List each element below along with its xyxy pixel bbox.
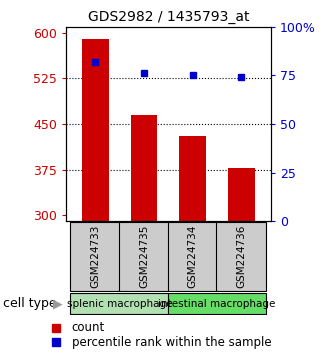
Text: count: count — [72, 321, 105, 334]
Bar — [228, 168, 255, 221]
Text: GSM224736: GSM224736 — [236, 225, 247, 289]
Text: ▶: ▶ — [53, 297, 63, 310]
Bar — [179, 136, 206, 221]
Bar — [168, 222, 218, 291]
Bar — [70, 293, 169, 314]
Bar — [168, 293, 266, 314]
Text: percentile rank within the sample: percentile rank within the sample — [72, 336, 271, 349]
Text: GSM224735: GSM224735 — [139, 225, 149, 289]
Text: intestinal macrophage: intestinal macrophage — [158, 298, 276, 309]
Title: GDS2982 / 1435793_at: GDS2982 / 1435793_at — [87, 10, 249, 24]
Bar — [216, 222, 266, 291]
Text: cell type: cell type — [3, 297, 57, 310]
Text: GSM224734: GSM224734 — [188, 225, 198, 289]
Bar — [131, 115, 157, 221]
Text: splenic macrophage: splenic macrophage — [67, 298, 172, 309]
Bar — [82, 39, 109, 221]
Bar — [119, 222, 169, 291]
Text: GSM224733: GSM224733 — [90, 225, 100, 289]
Bar — [70, 222, 120, 291]
